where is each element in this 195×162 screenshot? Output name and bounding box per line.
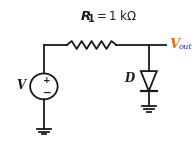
Text: +: + [43, 76, 51, 85]
Text: −: − [43, 88, 52, 98]
Text: out: out [179, 43, 192, 51]
Text: 1: 1 [88, 14, 95, 24]
Text: $\bfit{R}$: $\bfit{R}$ [80, 10, 91, 23]
Text: D: D [125, 72, 135, 85]
Text: $= 1\ \mathrm{k}\Omega$: $= 1\ \mathrm{k}\Omega$ [94, 9, 137, 23]
Text: V: V [169, 38, 179, 51]
Text: V: V [16, 79, 26, 92]
